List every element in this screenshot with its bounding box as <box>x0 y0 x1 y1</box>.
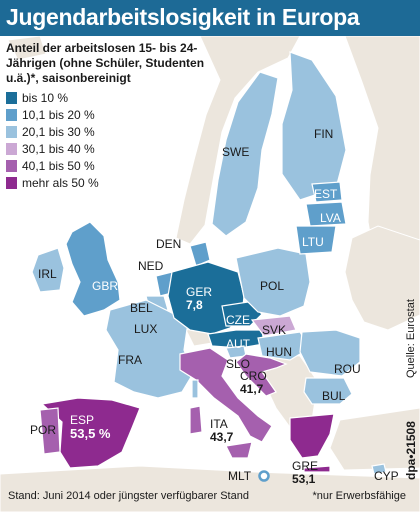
romania-shape <box>299 329 361 377</box>
country-label-ita: ITA 43,7 <box>210 418 233 444</box>
legend-swatch <box>6 177 17 189</box>
country-value: 7,8 <box>186 298 203 312</box>
estonia-shape <box>311 181 343 203</box>
iceland-land <box>7 36 47 61</box>
country-label-cro: CRO 41,7 <box>240 370 267 396</box>
country-code: CRO <box>240 369 267 383</box>
country-label-cyp: CYP <box>374 469 399 483</box>
country-label-est: EST <box>314 187 338 201</box>
country-label-slo: SLO <box>226 357 251 371</box>
country-label-fra: FRA <box>118 353 142 367</box>
legend-label: bis 10 % <box>22 91 69 105</box>
country-label-fin: FIN <box>314 127 334 141</box>
country-value: 43,7 <box>210 430 234 444</box>
country-label-rou: ROU <box>334 362 361 376</box>
cyprus-shape <box>371 463 387 475</box>
map-title: Jugendarbeitslosigkeit in Europa <box>6 4 360 30</box>
legend-label: 30,1 bis 40 % <box>22 142 95 156</box>
france-shape <box>105 299 195 399</box>
country-label-den: DEN <box>156 237 182 251</box>
country-label-pol: POL <box>260 279 285 293</box>
country-label-swe: SWE <box>222 145 250 159</box>
country-label-lva: LVA <box>320 211 341 225</box>
country-label-svk: SVK <box>262 323 287 337</box>
italy-shape <box>179 347 273 443</box>
belarus-ukraine-land <box>344 225 420 331</box>
spain-shape <box>40 397 141 469</box>
legend-label: 10,1 bis 20 % <box>22 108 95 122</box>
title-bar: Jugendarbeitslosigkeit in Europa <box>0 0 420 36</box>
country-label-esp: ESP 53,5 % <box>70 413 111 441</box>
greece-shape <box>289 413 335 459</box>
europe-map <box>0 36 420 512</box>
country-value: 53,1 <box>292 472 316 486</box>
country-label-ltu: LTU <box>302 235 324 249</box>
legend-label: 20,1 bis 30 % <box>22 125 95 139</box>
country-code: ESP <box>70 413 95 427</box>
uk-shape <box>65 221 121 317</box>
legend-swatch <box>6 109 17 121</box>
legend-swatch <box>6 126 17 138</box>
dpa-credit: dpa•21508 <box>404 421 418 480</box>
legend-title: Anteil der arbeitslosen 15- bis 24-Jähri… <box>6 41 205 85</box>
poland-shape <box>235 247 311 317</box>
hungary-shape <box>257 331 311 361</box>
legend-label: 40,1 bis 50 % <box>22 159 95 173</box>
country-value: 41,7 <box>240 382 264 396</box>
country-label-gbr: GBR <box>92 279 119 293</box>
country-label-ger: GER 7,8 <box>186 286 212 312</box>
africa-land <box>0 465 420 512</box>
finland-shape <box>281 51 347 201</box>
legend-swatch <box>6 160 17 172</box>
portugal-shape <box>39 407 61 455</box>
country-label-hun: HUN <box>266 345 292 359</box>
sicily-shape <box>225 441 253 459</box>
country-label-mlt: MLT <box>228 469 252 483</box>
corsica-shape <box>191 379 199 399</box>
legend-swatch <box>6 143 17 155</box>
lithuania-shape <box>295 225 337 255</box>
norway-land <box>175 36 301 245</box>
country-label-lux: LUX <box>134 322 158 336</box>
denmark-shape <box>189 241 211 267</box>
crete-shape <box>303 465 331 473</box>
country-label-bel: BEL <box>130 301 153 315</box>
source-credit: Quelle: Eurostat <box>405 299 417 378</box>
country-label-cze: CZE <box>226 313 250 327</box>
country-code: GRE <box>292 459 319 473</box>
slovakia-shape <box>250 315 297 337</box>
footnote: *nur Erwerbsfähige <box>312 490 406 502</box>
sweden-shape <box>211 71 279 237</box>
sardinia-shape <box>189 405 203 435</box>
bulgaria-shape <box>303 377 353 405</box>
country-label-aut: AUT <box>226 337 250 351</box>
country-label-irl: IRL <box>38 267 57 281</box>
country-label-por: POR <box>30 423 57 437</box>
croatia-shape <box>235 353 288 397</box>
country-label-bul: BUL <box>322 389 346 403</box>
country-label-ned: NED <box>138 259 164 273</box>
footer-note: Stand: Juni 2014 oder jüngster verfügbar… <box>8 490 249 502</box>
legend-swatch <box>6 92 17 104</box>
country-value: 53,5 % <box>70 426 111 441</box>
ireland-shape <box>31 247 65 293</box>
legend-label: mehr als 50 % <box>22 176 99 190</box>
country-code: ITA <box>210 417 228 431</box>
country-code: GER <box>186 285 213 299</box>
latvia-shape <box>305 201 347 227</box>
malta-marker <box>258 470 270 482</box>
country-label-gre: GRE 53,1 <box>292 460 318 486</box>
